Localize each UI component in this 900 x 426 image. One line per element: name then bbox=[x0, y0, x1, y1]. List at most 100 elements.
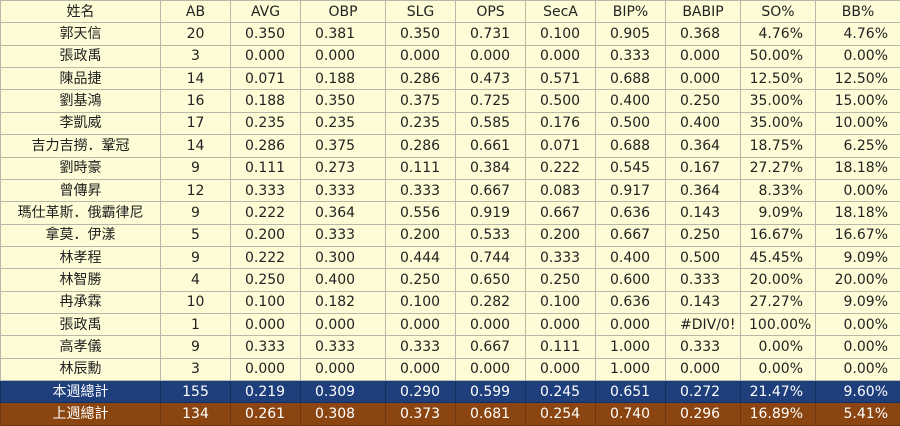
table-row: 劉基鴻 16 0.188 0.350 0.375 0.725 0.500 0.400 0.250… bbox=[0, 89, 900, 113]
table-row: 陳品捷 14 0.071 0.188 0.286 0.473 0.571 0.688 0.000… bbox=[0, 67, 900, 91]
table-row: 冉承霖 10 0.100 0.182 0.100 0.282 0.100 0.636 0.143… bbox=[0, 290, 900, 315]
table-cell: 0.00% bbox=[815, 335, 900, 359]
table-row: 上週總計 134 0.261 0.308 0.373 0.681 0.254 0.740 0.2… bbox=[0, 402, 900, 426]
table-cell: 0.333 bbox=[230, 178, 301, 203]
table-cell: 35.00% bbox=[740, 111, 816, 136]
table-cell: 高孝儀 bbox=[0, 335, 161, 359]
table-cell: 9.09% bbox=[815, 290, 900, 315]
table-cell: 張政禹 bbox=[0, 313, 161, 337]
table-cell: 0.000 bbox=[525, 313, 596, 337]
table-cell: 0.071 bbox=[525, 134, 596, 158]
header-cell: BIP% bbox=[595, 0, 666, 24]
table-cell: 林智勝 bbox=[0, 268, 161, 292]
table-cell: 0.333 bbox=[665, 268, 741, 292]
table-cell: 18.75% bbox=[740, 134, 816, 158]
table-cell: 10.00% bbox=[815, 111, 900, 136]
table-row: 吉力吉撈．鞏冠 14 0.286 0.375 0.286 0.661 0.071 0.688 0… bbox=[0, 134, 900, 158]
table-cell: 0.333 bbox=[595, 44, 666, 69]
table-cell: 0.681 bbox=[455, 402, 526, 426]
table-cell: 0.333 bbox=[385, 335, 456, 359]
table-cell: 45.45% bbox=[740, 245, 816, 270]
table-cell: 0.250 bbox=[665, 89, 741, 113]
table-cell: 0.000 bbox=[385, 357, 456, 382]
table-cell: 0.222 bbox=[230, 245, 301, 270]
table-row: 郭天信 20 0.350 0.381 0.350 0.731 0.100 0.905 0.368… bbox=[0, 22, 900, 46]
table-cell: 9.09% bbox=[740, 201, 816, 225]
table-cell: 0.333 bbox=[300, 178, 386, 203]
table-cell: 0.667 bbox=[525, 201, 596, 225]
header-cell: 姓名 bbox=[0, 0, 161, 24]
table-cell: 0.636 bbox=[595, 290, 666, 315]
table-cell: 瑪仕革斯．俄霸律尼 bbox=[0, 201, 161, 225]
table-cell: 0.100 bbox=[230, 290, 301, 315]
table-cell: 0.200 bbox=[525, 223, 596, 247]
table-cell: 郭天信 bbox=[0, 22, 161, 46]
table-cell: 0.000 bbox=[230, 313, 301, 337]
table-cell: 0.235 bbox=[230, 111, 301, 136]
table-cell: 0.219 bbox=[230, 380, 301, 404]
table-cell: 0.188 bbox=[230, 89, 301, 113]
table-cell: 0.111 bbox=[385, 156, 456, 180]
table-cell: 陳品捷 bbox=[0, 67, 161, 91]
header-cell: OPS bbox=[455, 0, 526, 24]
header-cell: AB bbox=[160, 0, 231, 24]
table-cell: 4 bbox=[160, 268, 231, 292]
table-cell: 1 bbox=[160, 313, 231, 337]
table-cell: 0.167 bbox=[665, 156, 741, 180]
table-cell: 0.083 bbox=[525, 178, 596, 203]
table-cell: 0.235 bbox=[300, 111, 386, 136]
table-cell: 0.364 bbox=[665, 134, 741, 158]
table-cell: 12.50% bbox=[815, 67, 900, 91]
table-row: 瑪仕革斯．俄霸律尼 9 0.222 0.364 0.556 0.919 0.667 0.636… bbox=[0, 201, 900, 225]
table-cell: 0.235 bbox=[385, 111, 456, 136]
table-cell: 5.41% bbox=[815, 402, 900, 426]
header-cell: SecA bbox=[525, 0, 596, 24]
table-cell: 18.18% bbox=[815, 156, 900, 180]
table-cell: 0.384 bbox=[455, 156, 526, 180]
table-row: 李凱威 17 0.235 0.235 0.235 0.585 0.176 0.500 0.400… bbox=[0, 111, 900, 136]
table-cell: 0.000 bbox=[595, 313, 666, 337]
table-cell: 0.111 bbox=[230, 156, 301, 180]
table-row: 林智勝 4 0.250 0.400 0.250 0.650 0.250 0.600 0.333 2… bbox=[0, 268, 900, 292]
table-cell: 0.533 bbox=[455, 223, 526, 247]
table-cell: 0.917 bbox=[595, 178, 666, 203]
table-cell: 0.100 bbox=[385, 290, 456, 315]
table-cell: 0.286 bbox=[385, 67, 456, 91]
header-cell: SLG bbox=[385, 0, 456, 24]
table-cell: 6.25% bbox=[815, 134, 900, 158]
table-cell: 冉承霖 bbox=[0, 290, 161, 315]
table-cell: 0.300 bbox=[300, 245, 386, 270]
table-cell: 4.76% bbox=[815, 22, 900, 46]
table-cell: 0.333 bbox=[385, 178, 456, 203]
table-cell: 35.00% bbox=[740, 89, 816, 113]
table-cell: 0.000 bbox=[455, 44, 526, 69]
table-cell: 0.500 bbox=[525, 89, 596, 113]
table-cell: 0.667 bbox=[455, 178, 526, 203]
table-cell: 0.188 bbox=[300, 67, 386, 91]
table-cell: 0.919 bbox=[455, 201, 526, 225]
table-cell: 0.545 bbox=[595, 156, 666, 180]
table-cell: 0.250 bbox=[665, 223, 741, 247]
table-cell: 0.00% bbox=[815, 313, 900, 337]
table-cell: 9 bbox=[160, 335, 231, 359]
table-cell: 0.000 bbox=[525, 357, 596, 382]
table-cell: 0.725 bbox=[455, 89, 526, 113]
table-row: 拿莫．伊漾 5 0.200 0.333 0.200 0.533 0.200 0.667 0.25… bbox=[0, 223, 900, 247]
table-cell: 0.000 bbox=[665, 67, 741, 91]
table-cell: 本週總計 bbox=[0, 380, 161, 404]
table-cell: 0.333 bbox=[300, 223, 386, 247]
table-cell: 0.373 bbox=[385, 402, 456, 426]
table-cell: 0.740 bbox=[595, 402, 666, 426]
table-cell: 0.350 bbox=[385, 22, 456, 46]
table-cell: 0.571 bbox=[525, 67, 596, 91]
table-cell: 0.444 bbox=[385, 245, 456, 270]
table-cell: 0.000 bbox=[525, 44, 596, 69]
table-cell: 0.905 bbox=[595, 22, 666, 46]
table-cell: 0.000 bbox=[300, 357, 386, 382]
table-cell: 0.143 bbox=[665, 290, 741, 315]
header-cell: SO% bbox=[740, 0, 816, 24]
table-cell: 0.368 bbox=[665, 22, 741, 46]
